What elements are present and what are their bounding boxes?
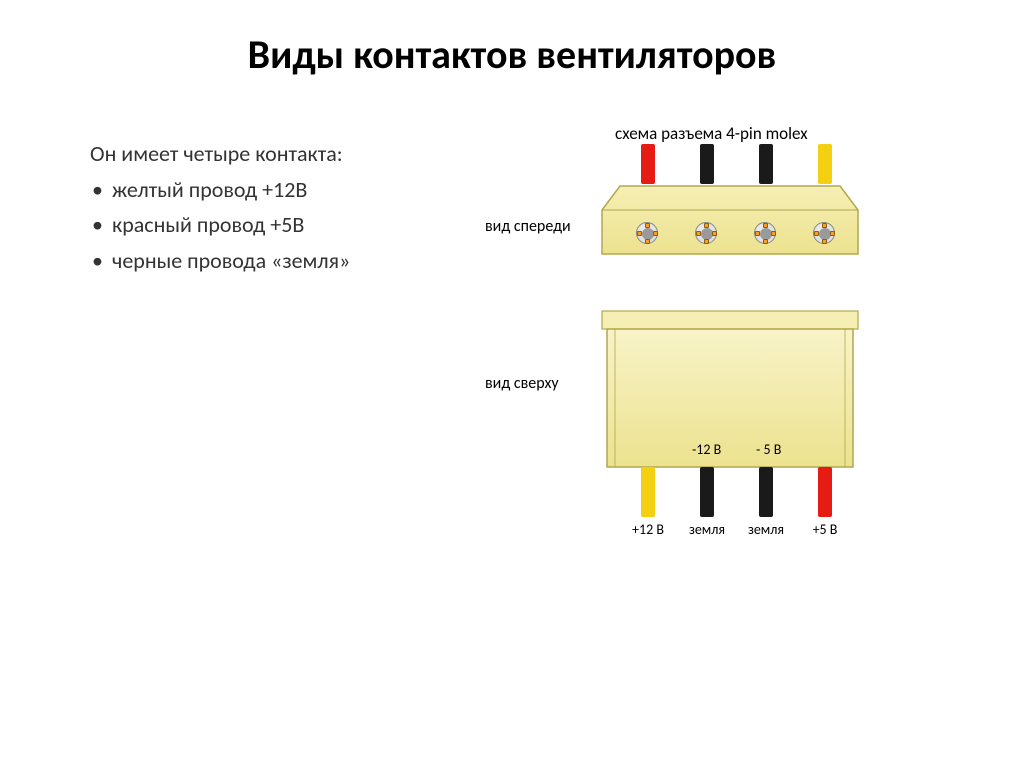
front-wire-2 <box>700 144 714 184</box>
top-body-shape <box>600 309 860 469</box>
bottom-label-3: земля <box>741 521 791 538</box>
connector-front-view <box>600 184 860 256</box>
bullet-item: красный провод +5В <box>90 210 450 240</box>
inner-label-1: -12 В <box>692 441 721 458</box>
text-column: Он имеет четыре контакта: желтый провод … <box>90 139 450 639</box>
front-pin-1 <box>636 222 658 244</box>
front-pin-2 <box>695 222 717 244</box>
diagram-column: схема разъема 4-pin molex вид спереди ви… <box>450 139 964 639</box>
intro-text: Он имеет четыре контакта: <box>90 139 450 169</box>
bullet-list: желтый провод +12В красный провод +5В че… <box>90 175 450 276</box>
connector-top-view: -12 В - 5 В +12 В земля земля +5 В <box>600 309 860 469</box>
front-wire-4 <box>818 144 832 184</box>
top-wire-4 <box>818 467 832 517</box>
inner-label-2: - 5 В <box>756 441 781 458</box>
top-wire-1 <box>641 467 655 517</box>
slide-title: Виды контактов вентиляторов <box>0 0 1024 99</box>
bullet-item: черные провода «земля» <box>90 246 450 276</box>
front-wire-3 <box>759 144 773 184</box>
bottom-label-1: +12 В <box>623 521 673 538</box>
content-area: Он имеет четыре контакта: желтый провод … <box>0 99 1024 639</box>
bullet-item: желтый провод +12В <box>90 175 450 205</box>
front-pin-3 <box>754 222 776 244</box>
bottom-label-4: +5 В <box>800 521 850 538</box>
bottom-label-2: земля <box>682 521 732 538</box>
top-wire-2 <box>700 467 714 517</box>
top-wire-3 <box>759 467 773 517</box>
label-top-view: вид сверху <box>485 374 559 393</box>
label-front-view: вид спереди <box>485 217 571 236</box>
diagram-title: схема разъема 4-pin molex <box>615 123 808 144</box>
front-body-shape <box>600 184 860 256</box>
front-wire-1 <box>641 144 655 184</box>
front-pin-4 <box>813 222 835 244</box>
